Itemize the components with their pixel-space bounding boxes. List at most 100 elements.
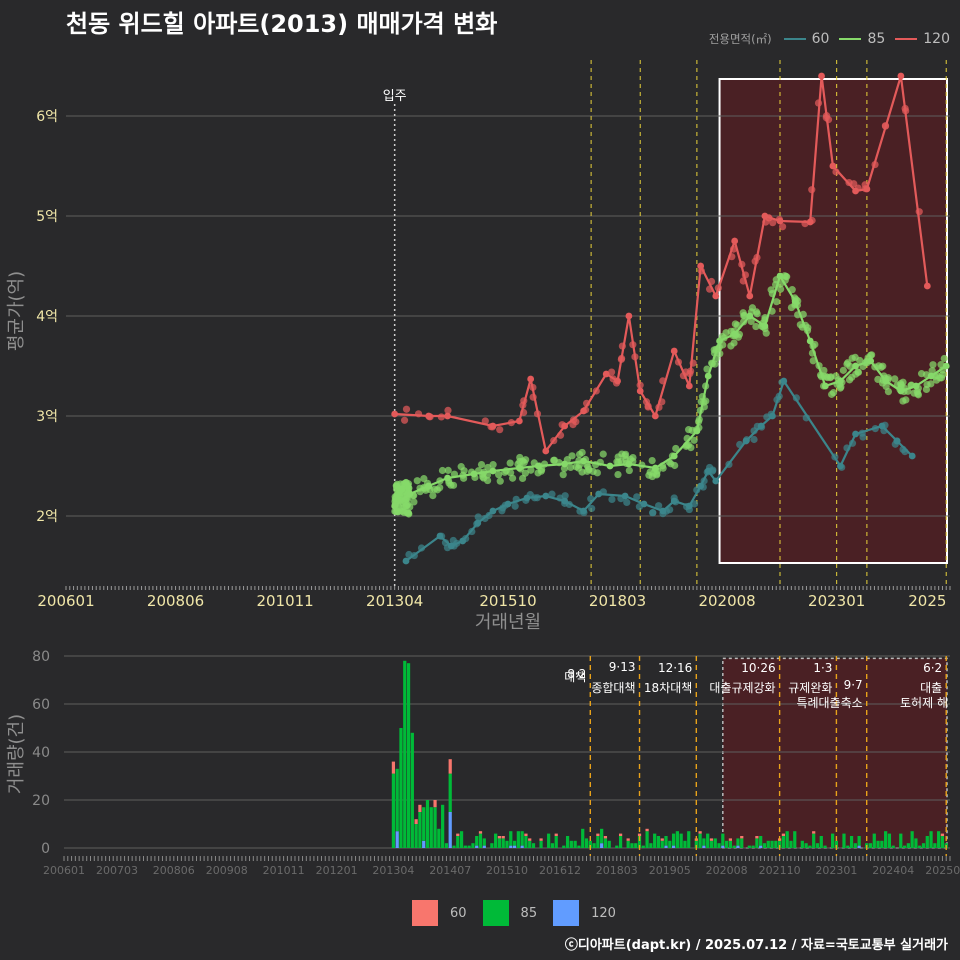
price-series-point-120 [746, 292, 754, 300]
volume-bar-85 [562, 845, 566, 848]
volume-bar-60 [698, 831, 702, 834]
price-series-point-85 [534, 462, 542, 470]
price-scatter-point-85 [527, 466, 535, 474]
volume-bar-85 [565, 836, 570, 848]
price-series-point-60 [878, 422, 886, 430]
price-series-point-120 [761, 212, 769, 220]
price-series-point-120 [852, 187, 859, 195]
volume-bar-85 [713, 838, 717, 848]
volume-bar-120 [759, 845, 763, 848]
price-series-point-60 [704, 467, 712, 475]
price-scatter-point-60 [588, 504, 596, 513]
volume-bar-85 [933, 843, 937, 848]
price-scatter-point-85 [518, 474, 527, 483]
volume-bar-85 [414, 824, 418, 848]
volume-bar-85 [800, 840, 804, 848]
price-series-point-120 [489, 422, 497, 430]
volume-bar-85 [937, 831, 941, 848]
policy-label-top: 9·13 [609, 660, 636, 674]
volume-bar-85 [671, 833, 676, 846]
price-scatter-point-85 [618, 450, 626, 458]
volume-legend-swatch-60 [412, 900, 438, 926]
volume-bar-85 [770, 840, 774, 848]
price-series-point-85 [406, 490, 414, 498]
price-scatter-point-85 [625, 466, 633, 475]
volume-bar-85 [410, 732, 414, 848]
volume-bar-60 [528, 838, 532, 841]
volume-bar-85 [687, 831, 691, 848]
volume-bar-120 [448, 812, 452, 848]
volume-bar-85 [918, 845, 922, 848]
price-scatter-point-85 [438, 466, 447, 475]
policy-label-bottom: 특례대출축소 [796, 696, 862, 710]
volume-bar-85 [831, 833, 835, 848]
volume-bar-85 [906, 843, 910, 848]
price-series-point-120 [625, 312, 633, 320]
policy-label-top: 1·3 [813, 661, 832, 675]
policy-label-top: 10·26 [741, 661, 775, 675]
price-series-point-60 [908, 452, 916, 460]
volume-y-tick-label: 60 [32, 697, 50, 713]
price-series-point-85 [489, 467, 497, 475]
volume-bar-85 [872, 833, 876, 848]
volume-bar-60 [626, 838, 630, 841]
price-scatter-point-85 [509, 474, 517, 482]
price-series-point-60 [580, 507, 587, 515]
volume-bar-120 [736, 845, 740, 848]
price-scatter-point-85 [923, 380, 931, 389]
volume-bar-85 [902, 845, 907, 848]
price-scatter-point-85 [940, 354, 948, 363]
volume-bar-60 [940, 833, 945, 836]
price-x-tick-label: 202008 [698, 592, 755, 610]
volume-bar-60 [391, 761, 396, 774]
volume-bar-85 [603, 838, 608, 848]
volume-bar-85 [762, 843, 767, 848]
volume-bar-85 [600, 828, 604, 844]
volume-y-tick-label: 0 [41, 841, 50, 857]
volume-bar-85 [853, 843, 857, 848]
price-scatter-point-85 [484, 476, 492, 485]
volume-bar-85 [448, 773, 452, 812]
price-series-point-60 [595, 490, 603, 498]
volume-bar-60 [448, 759, 452, 774]
volume-bar-60 [418, 804, 422, 812]
volume-x-tick-label: 201803 [596, 864, 638, 877]
volume-bar-85 [391, 773, 396, 848]
volume-bar-85 [516, 831, 520, 848]
price-scatter-point-85 [648, 456, 656, 465]
volume-bar-60 [645, 828, 649, 832]
price-scatter-point-85 [829, 388, 838, 397]
price-series-point-60 [742, 437, 750, 445]
price-series-point-85 [806, 337, 814, 345]
price-scatter-point-85 [402, 502, 411, 510]
volume-bar-120 [671, 845, 676, 848]
price-scatter-point-60 [859, 433, 867, 441]
price-series-point-120 [897, 72, 905, 80]
price-y-tick-label: 5억 [36, 209, 58, 225]
price-x-tick-label: 201304 [366, 592, 423, 610]
price-scatter-point-60 [633, 493, 641, 501]
policy-label-bottom: 18차대책 [644, 680, 692, 695]
move-in-label: 입주 [383, 89, 407, 104]
price-scatter-point-85 [899, 397, 907, 405]
price-scatter-point-85 [583, 467, 591, 475]
volume-bar-85 [899, 833, 903, 848]
volume-bar-60 [596, 833, 600, 836]
price-scatter-point-85 [496, 477, 504, 485]
volume-bar-85 [395, 768, 399, 832]
policy-label-top: 9·7 [844, 678, 863, 692]
volume-bar-85 [478, 833, 483, 848]
volume-bar-85 [637, 836, 642, 848]
price-scatter-point-85 [747, 317, 755, 326]
volume-bar-85 [834, 840, 839, 848]
volume-bar-85 [592, 843, 596, 848]
price-series-point-85 [651, 464, 659, 472]
volume-bar-85 [433, 807, 437, 848]
volume-bar-85 [740, 838, 744, 848]
volume-bar-85 [429, 807, 433, 848]
volume-y-axis-title: 거래량(건) [6, 714, 27, 794]
price-series-point-120 [636, 387, 644, 395]
price-series-point-60 [837, 462, 844, 470]
price-scatter-point-85 [477, 460, 486, 469]
volume-bar-85 [679, 833, 683, 848]
